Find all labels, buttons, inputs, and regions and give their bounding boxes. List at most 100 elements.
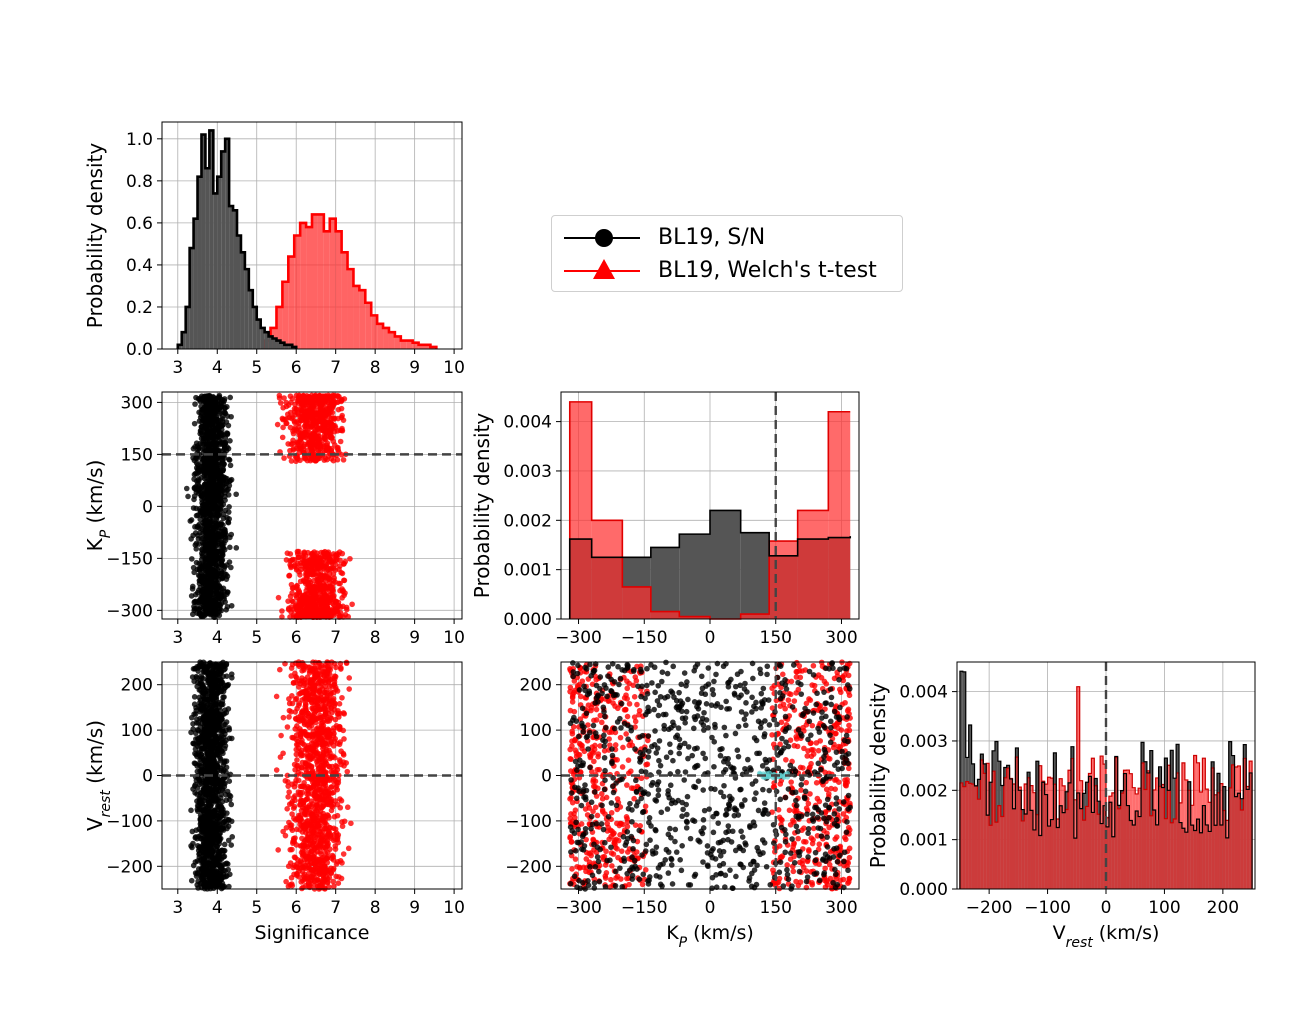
sn-point	[219, 557, 226, 563]
sn-point	[211, 874, 218, 880]
welch-point	[309, 561, 315, 568]
welch-hist-bar	[288, 256, 295, 349]
sn-point	[212, 467, 219, 473]
sn-point	[206, 743, 213, 750]
welch-hist-bar	[412, 342, 419, 349]
sn-point	[216, 423, 222, 429]
sn-point	[219, 416, 226, 422]
sn-hist-bar	[260, 327, 265, 349]
sn-point	[199, 733, 205, 739]
sn-point	[203, 534, 210, 541]
welch-hist-bar	[282, 281, 289, 349]
welch-hist-bar	[418, 344, 425, 349]
sn-point	[219, 747, 225, 754]
sn-point	[219, 593, 225, 599]
x-tick-label: 4	[212, 358, 223, 378]
sn-point	[224, 603, 231, 610]
sn-point	[205, 583, 211, 589]
welch-point	[276, 395, 283, 401]
welch-point	[314, 565, 321, 572]
welch-point	[292, 424, 298, 431]
x-tick-label: 6	[291, 358, 302, 378]
welch-point	[337, 613, 344, 619]
welch-point	[287, 393, 294, 399]
sn-point	[217, 467, 224, 473]
welch-point	[330, 457, 337, 464]
sn-hist-bar	[252, 306, 257, 349]
welch-hist-bar	[312, 214, 318, 349]
sn-point	[216, 712, 223, 718]
welch-point	[298, 406, 304, 413]
x-tick-label: 5	[251, 358, 262, 378]
sn-point	[183, 485, 190, 492]
sn-point	[205, 797, 211, 804]
sn-point	[195, 833, 202, 840]
x-tick-label: 3	[172, 358, 183, 378]
x-tick-label: 8	[370, 358, 381, 378]
sn-point	[200, 808, 207, 815]
welch-point	[304, 435, 311, 442]
welch-point	[288, 557, 295, 564]
welch-point	[321, 593, 328, 600]
welch-point	[340, 457, 347, 463]
welch-hist-bar	[335, 231, 342, 349]
welch-point	[292, 854, 299, 861]
sn-point	[203, 424, 209, 430]
welch-point	[333, 664, 339, 671]
sn-point	[214, 825, 221, 832]
welch-point	[315, 585, 322, 591]
welch-hist-bar	[371, 315, 378, 349]
sn-point	[214, 869, 221, 876]
welch-point	[291, 409, 298, 415]
sn-point	[201, 716, 207, 723]
sn-point	[208, 524, 215, 530]
y-tick-label: −300	[106, 601, 153, 621]
sn-point	[215, 849, 222, 856]
welch-point	[327, 585, 334, 591]
welch-point	[331, 442, 338, 448]
welch-point	[299, 552, 306, 558]
x-tick-label: 7	[330, 628, 341, 648]
y-tick-label: 0.6	[126, 214, 153, 234]
sn-point	[217, 480, 223, 486]
sn-point	[203, 611, 209, 617]
welch-hist-bar	[341, 252, 348, 349]
welch-point	[281, 455, 287, 461]
welch-point	[316, 599, 323, 606]
y-tick-label: 0.0	[126, 340, 153, 360]
welch-point	[320, 417, 327, 424]
welch-point	[338, 414, 345, 421]
sn-hist-bar	[177, 344, 182, 349]
welch-point	[334, 392, 341, 399]
sn-point	[196, 694, 203, 701]
welch-hist-bar	[317, 214, 324, 349]
sn-point	[188, 729, 194, 736]
welch-point	[316, 605, 323, 612]
welch-hist-bar	[359, 290, 366, 349]
sn-hist-bar	[288, 344, 293, 349]
sn-point	[192, 401, 198, 407]
welch-point	[332, 735, 338, 742]
sn-point	[223, 764, 230, 771]
welch-point	[310, 599, 317, 606]
sn-hist-bar	[213, 193, 218, 349]
x-tick-label: 3	[172, 628, 183, 648]
welch-point	[296, 588, 303, 595]
welch-hist-bar	[424, 344, 431, 349]
y-tick-label: 0	[142, 497, 153, 517]
welch-point	[284, 806, 290, 812]
sn-point	[216, 674, 222, 681]
sn-point	[224, 444, 230, 450]
sn-hist-bar	[237, 235, 241, 349]
sn-point	[220, 694, 226, 701]
sn-point	[217, 856, 223, 862]
sn-point	[188, 877, 195, 884]
sn-point	[208, 808, 214, 815]
sn-point	[214, 843, 220, 850]
welch-point	[299, 740, 306, 747]
sn-point	[225, 509, 232, 515]
sn-point	[194, 753, 200, 760]
sn-point	[217, 784, 224, 790]
y-tick-label: 0.8	[126, 172, 153, 192]
sn-point	[215, 668, 222, 675]
